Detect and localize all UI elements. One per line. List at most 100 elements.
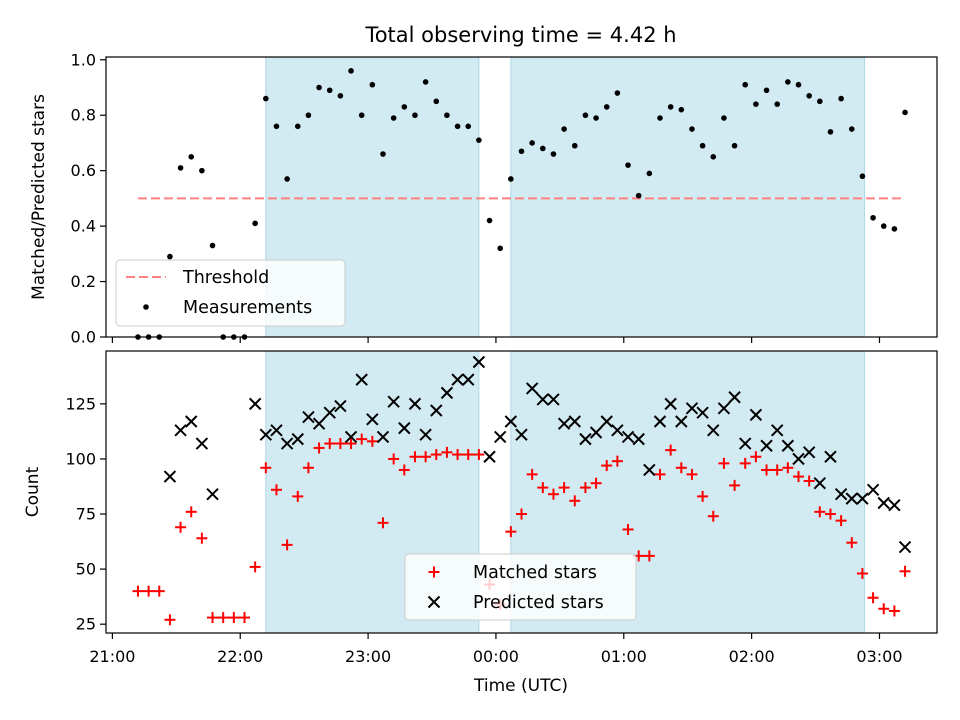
legend-box (404, 553, 637, 621)
matched-star-point (239, 612, 250, 624)
x-tick-label: 00:00 (473, 647, 519, 666)
matched-star-point (590, 477, 602, 489)
legend-measurements-label: Measurements (183, 298, 312, 318)
matched-star-point (505, 526, 517, 538)
legend-predicted-swatch (427, 595, 441, 609)
measurement-point (582, 112, 589, 119)
x-tick-label: 02:00 (729, 647, 775, 666)
y-tick-label: 125 (65, 394, 96, 413)
predicted-star-point (653, 415, 667, 428)
predicted-star-point (781, 439, 795, 452)
predicted-star-point (291, 432, 304, 446)
matched-star-point (782, 462, 794, 474)
predicted-marker-b (898, 540, 912, 554)
measurement-point (880, 223, 887, 229)
y-tick-label: 0.8 (71, 106, 96, 125)
measurement-point (870, 214, 876, 221)
measurement-point (742, 81, 749, 88)
predicted-marker-b (504, 415, 518, 428)
matched-star-point (558, 482, 570, 494)
predicted-marker-b (739, 437, 752, 450)
matched-star-point (132, 585, 144, 597)
measurement-point (774, 101, 780, 107)
predicted-marker-b (323, 406, 336, 419)
matched-star-point (356, 433, 368, 445)
predicted-marker-b (760, 439, 773, 452)
predicted-star-point (739, 437, 752, 450)
predicted-star-point (579, 432, 592, 446)
predicted-star-point (845, 492, 858, 505)
matched-star-point (547, 488, 559, 500)
predicted-star-point (376, 430, 390, 444)
predicted-marker-b (493, 430, 507, 444)
predicted-marker-b (515, 428, 528, 441)
matched-star-point (814, 506, 826, 518)
matched-star-point (686, 468, 698, 480)
predicted-marker-b (185, 415, 198, 428)
legend-matched-label: Matched stars (473, 563, 597, 583)
matched-star-point (462, 449, 474, 461)
matched-star-point (622, 523, 634, 535)
predicted-star-point (824, 450, 837, 463)
y-tick-label: 50 (76, 560, 96, 579)
predicted-marker-b (312, 417, 326, 430)
matched-star-point (260, 462, 272, 474)
measurement-point (326, 87, 333, 94)
legend-predicted-label: Predicted stars (473, 593, 604, 613)
matched-star-point (388, 453, 400, 465)
predicted-star-point (163, 470, 177, 483)
x-tick-label: 21:00 (89, 647, 135, 666)
matched-star-point (761, 464, 773, 476)
matched-star-point (729, 479, 741, 491)
predicted-star-point (302, 410, 315, 424)
predicted-marker-b (536, 393, 550, 406)
measurement-point (614, 90, 621, 96)
predicted-star-point (334, 399, 347, 413)
predicted-star-point (185, 415, 198, 428)
predicted-star-point (408, 397, 422, 411)
predicted-star-point (866, 483, 880, 497)
predicted-marker-b (408, 397, 422, 411)
matched-star-point (420, 451, 432, 463)
predicted-marker-b (589, 426, 603, 439)
predicted-star-point (749, 408, 763, 422)
predicted-marker-b (344, 430, 358, 444)
predicted-star-point (888, 499, 901, 512)
predicted-marker-b (717, 402, 731, 415)
predicted-marker-b (174, 424, 187, 437)
measurement-point (529, 140, 535, 146)
predicted-star-point (462, 373, 475, 386)
predicted-star-point (419, 428, 432, 441)
matched-star-point (707, 510, 719, 522)
matched-star-point (878, 603, 890, 615)
matched-star-point (270, 484, 282, 496)
predicted-marker-b (600, 415, 613, 428)
measurement-point (476, 137, 482, 143)
predicted-marker-b (291, 432, 304, 446)
matched-star-point (537, 482, 549, 494)
matched-star-point (867, 592, 879, 604)
measurement-point (838, 95, 844, 102)
matched-star-point (430, 449, 442, 461)
matched-star-point (750, 451, 762, 463)
legend: Threshold Measurements (115, 259, 346, 327)
measurement-point (518, 148, 525, 155)
measurement-point (508, 176, 514, 182)
predicted-marker-b (813, 476, 827, 490)
matched-star-point (452, 449, 464, 461)
measurement-point (486, 217, 493, 224)
predicted-star-point (525, 382, 539, 395)
measurement-point (795, 81, 802, 88)
matched-star-point (366, 435, 378, 447)
predicted-star-point (536, 393, 550, 406)
matched-star-point (611, 455, 623, 467)
y-tick-label: 0.4 (71, 217, 96, 236)
matched-star-point (739, 457, 751, 469)
predicted-star-point (312, 417, 326, 430)
predicted-marker-b (259, 428, 273, 441)
matched-star-point (175, 521, 187, 533)
plot-frame (105, 350, 938, 634)
predicted-marker-b (195, 437, 209, 450)
legend-measurements-swatch (143, 304, 149, 310)
measurement-point (721, 115, 727, 121)
